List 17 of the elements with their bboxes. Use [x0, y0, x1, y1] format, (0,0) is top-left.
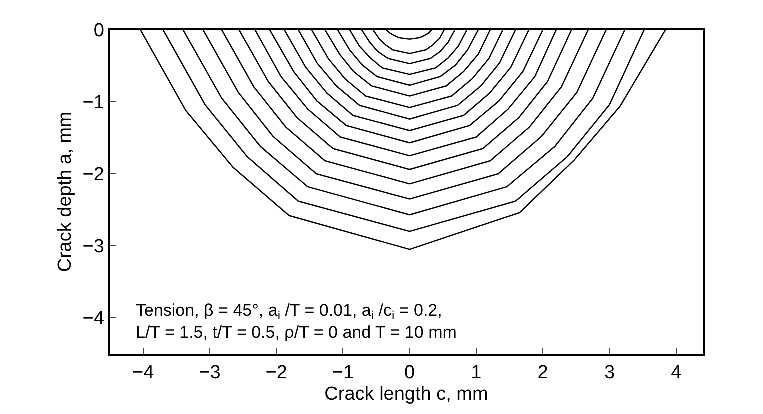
annotation: Tension, β = 45°, a$_{i}$ /T = 0.01, a$_{i}$ /c$_{i}$ = 0.2, L/T = 1.5, t/T = 0.5, ρ/T = 0 and T = 10 mm: [136, 301, 457, 342]
y-tick-label: 0: [94, 20, 104, 42]
x-tick-label: −2: [266, 362, 288, 384]
x-tick-label: 1: [471, 362, 482, 384]
x-tick-label: 0: [404, 362, 416, 384]
x-axis-title: Crack length c, mm: [324, 384, 488, 405]
y-axis-title: Crack depth a, mm: [55, 112, 76, 272]
x-tick-label: 4: [671, 362, 682, 384]
x-tick-label: 3: [604, 362, 616, 384]
x-tick-label: −1: [332, 362, 354, 384]
x-tick-label: −3: [199, 362, 221, 384]
y-tick-label: −4: [82, 308, 105, 330]
x-tick-label: −4: [132, 362, 155, 384]
x-tick-label: 2: [538, 362, 548, 384]
y-tick-label: −2: [82, 164, 104, 186]
y-tick-label: −1: [82, 92, 104, 114]
y-tick-label: −3: [82, 236, 104, 258]
